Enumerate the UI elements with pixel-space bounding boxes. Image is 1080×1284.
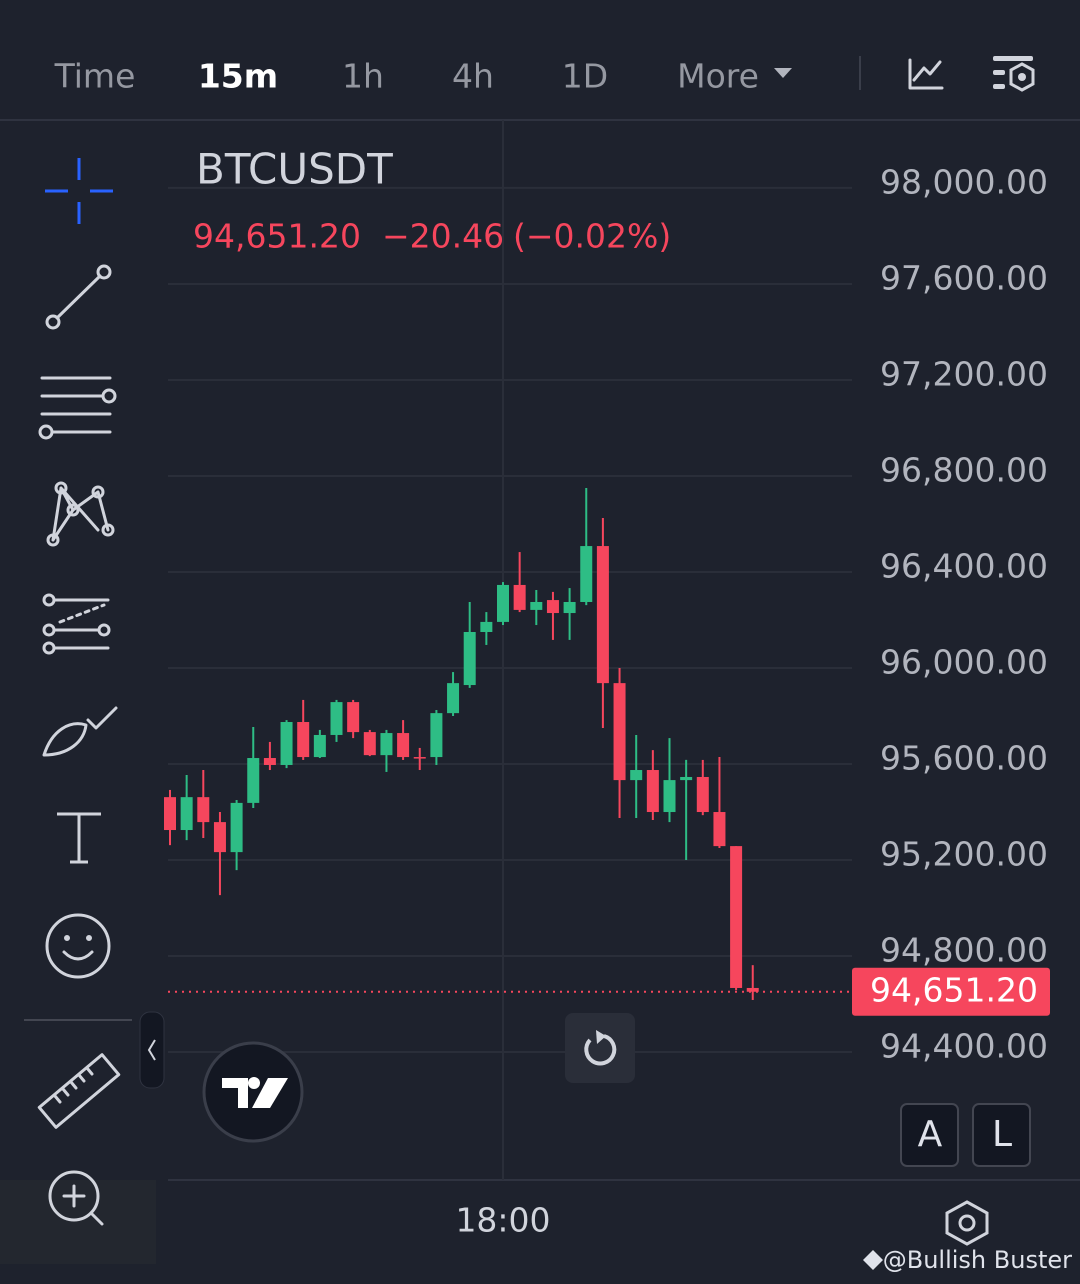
collapse-chevron xyxy=(147,1039,156,1061)
candle-body xyxy=(546,600,559,614)
interval-button[interactable]: Time xyxy=(54,57,136,96)
interval-button[interactable]: 1D xyxy=(562,57,608,96)
candle-body xyxy=(263,758,276,765)
price-change-pct: (−0.02%) xyxy=(513,217,671,256)
candle-body xyxy=(646,770,659,813)
y-tick-label: 97,200.00 xyxy=(880,354,1048,393)
horizontal-lines-tool[interactable] xyxy=(38,376,117,440)
candle-body xyxy=(313,734,326,758)
chart-settings-button[interactable] xyxy=(945,1200,989,1246)
indicators-button[interactable] xyxy=(908,58,944,90)
x-tick-label: 18:00 xyxy=(455,1201,550,1240)
interval-button[interactable]: 15m xyxy=(198,57,278,96)
y-tick-label: 97,600.00 xyxy=(880,258,1048,297)
symbol-title: BTCUSDT xyxy=(196,145,393,194)
candle-body xyxy=(680,776,693,781)
y-tick-label: 95,200.00 xyxy=(880,835,1048,874)
reset-button[interactable] xyxy=(565,1013,635,1083)
watermark: @Bullish Buster xyxy=(883,1246,1072,1274)
last-price-tag xyxy=(852,967,1050,1016)
auto-scale-button[interactable] xyxy=(900,1103,959,1167)
more-caret xyxy=(774,68,792,78)
pattern-tool[interactable] xyxy=(46,481,115,547)
candle-body xyxy=(280,722,293,765)
candle-body xyxy=(663,780,676,813)
candle-body xyxy=(497,584,509,622)
brush-tool[interactable] xyxy=(42,706,118,757)
candle-body xyxy=(164,797,176,831)
candle-body xyxy=(630,770,643,781)
y-tick-label: 96,400.00 xyxy=(880,546,1048,585)
collapse-button[interactable] xyxy=(139,1011,165,1089)
trend-line-tool[interactable] xyxy=(45,264,112,330)
y-tick-label: 95,600.00 xyxy=(880,739,1048,778)
candle-body xyxy=(380,733,393,756)
log-scale-label: L xyxy=(992,1114,1012,1155)
interval-button[interactable]: 1h xyxy=(342,57,384,96)
candle-body xyxy=(730,846,743,988)
price-change: −20.46 xyxy=(382,217,504,256)
candle-body xyxy=(463,631,476,686)
candle-body xyxy=(713,812,726,847)
candle-body xyxy=(530,601,543,610)
y-tick-label: 94,800.00 xyxy=(880,931,1048,970)
candle-body xyxy=(513,584,526,610)
text-tool[interactable] xyxy=(57,812,101,864)
settings-button[interactable] xyxy=(993,56,1035,92)
y-tick-label: 94,400.00 xyxy=(880,1027,1048,1066)
auto-scale-label: A xyxy=(918,1114,943,1155)
ruler-tool[interactable] xyxy=(37,1053,121,1129)
candle-body xyxy=(197,797,210,823)
candle-body xyxy=(696,776,709,813)
y-tick-label: 98,000.00 xyxy=(880,162,1048,201)
candle-body xyxy=(613,683,626,781)
candle-body xyxy=(563,601,576,614)
watermark-logo xyxy=(863,1250,883,1270)
last-price: 94,651.20 xyxy=(193,217,361,256)
candle-body xyxy=(247,758,260,803)
candle-body xyxy=(230,802,243,853)
candle-body xyxy=(580,546,593,602)
interval-button[interactable]: 4h xyxy=(452,57,494,96)
candle-body xyxy=(213,822,226,853)
interval-button[interactable]: More xyxy=(677,57,759,96)
candle-body xyxy=(297,722,310,758)
candle-body xyxy=(596,546,609,684)
fib-tool[interactable] xyxy=(42,593,111,655)
tradingview-logo xyxy=(202,1041,304,1143)
candle-body xyxy=(363,732,376,756)
candle-body xyxy=(413,757,426,759)
last-price-tag-label: 94,651.20 xyxy=(870,970,1038,1009)
y-tick-label: 96,000.00 xyxy=(880,643,1048,682)
y-tick-label: 96,800.00 xyxy=(880,450,1048,489)
log-scale-button[interactable] xyxy=(972,1103,1031,1167)
crosshair-tool[interactable] xyxy=(45,158,113,224)
emoji-tool[interactable] xyxy=(45,913,111,979)
candle-body xyxy=(430,713,443,758)
candle-body xyxy=(480,621,493,632)
candle-body xyxy=(746,987,759,992)
candle-body xyxy=(347,702,360,733)
zoom-tool[interactable] xyxy=(48,1170,104,1226)
candle-body xyxy=(447,683,460,714)
candle-body xyxy=(180,797,193,831)
candle-body xyxy=(397,733,410,758)
candle-body xyxy=(330,702,343,735)
left-panel-footer xyxy=(0,1180,156,1264)
